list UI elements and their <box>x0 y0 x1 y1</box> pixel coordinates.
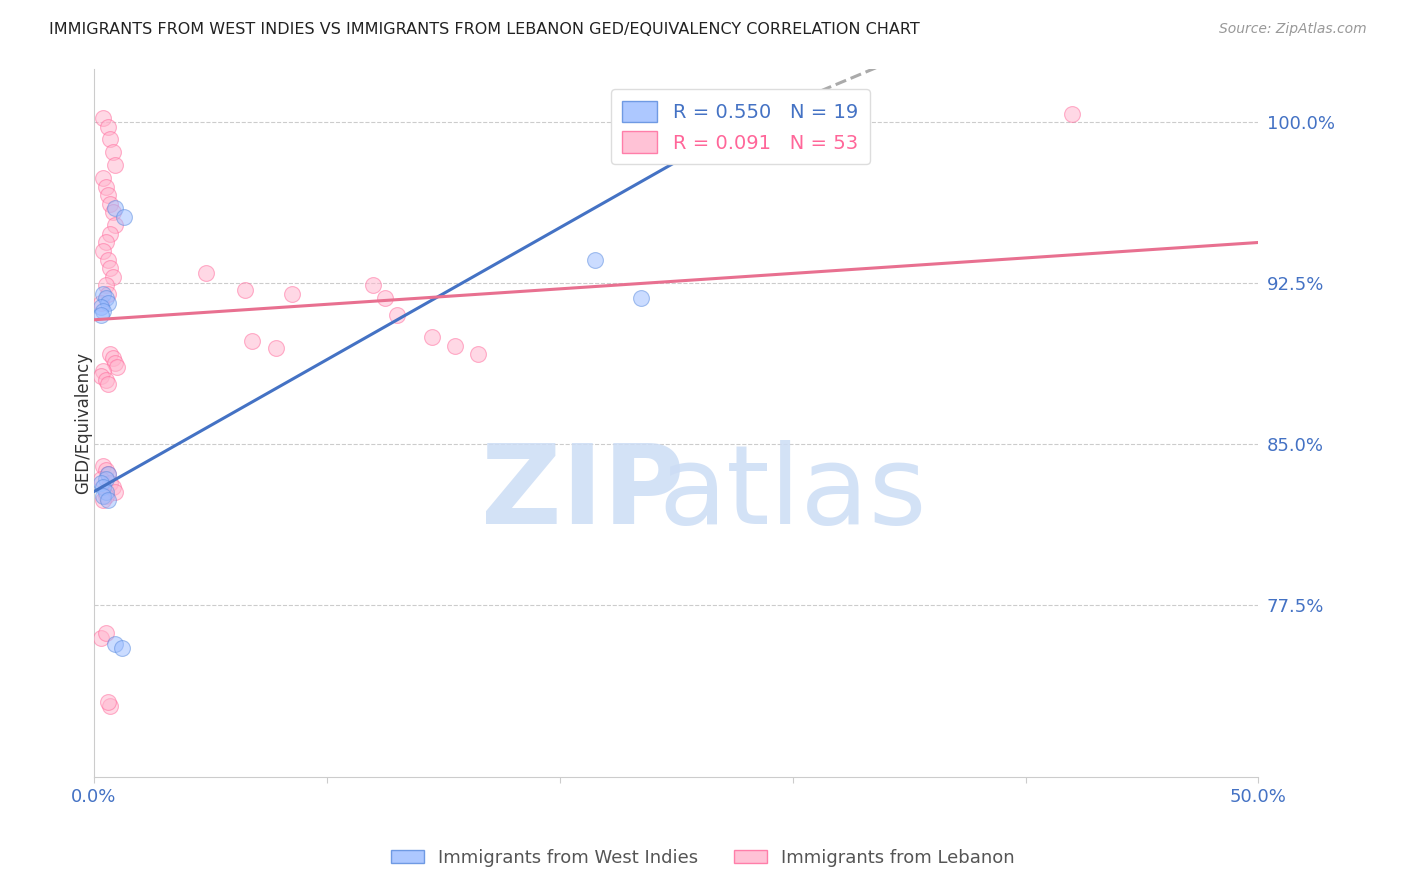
Point <box>97 188 120 202</box>
Point <box>104 356 127 370</box>
Point <box>233 283 256 297</box>
Point <box>97 695 120 709</box>
Point <box>91 458 114 473</box>
Point <box>97 295 120 310</box>
Point <box>104 219 127 233</box>
Point <box>420 330 443 344</box>
Point <box>583 252 606 267</box>
Point <box>94 373 117 387</box>
Point <box>98 132 121 146</box>
Point <box>91 171 114 186</box>
Point <box>94 235 117 250</box>
Point <box>98 699 121 714</box>
Point <box>90 309 112 323</box>
Point <box>101 351 124 366</box>
Point <box>94 472 117 486</box>
Point <box>90 300 112 314</box>
Point <box>104 158 127 172</box>
Point <box>91 287 114 301</box>
Point <box>98 261 121 276</box>
Point <box>467 347 489 361</box>
Point <box>101 480 124 494</box>
Point <box>264 341 287 355</box>
Point <box>91 111 114 125</box>
Point <box>112 210 135 224</box>
Text: atlas: atlas <box>658 441 927 547</box>
Point <box>444 338 467 352</box>
Point <box>94 484 117 499</box>
Point <box>105 359 128 374</box>
Point <box>98 196 121 211</box>
Y-axis label: GED/Equivalency: GED/Equivalency <box>75 351 91 494</box>
Point <box>90 631 112 645</box>
Point <box>97 252 120 267</box>
Point <box>97 377 120 392</box>
Point <box>281 287 304 301</box>
Point <box>98 347 121 361</box>
Point <box>94 179 117 194</box>
Point <box>98 227 121 241</box>
Point <box>111 641 134 656</box>
Point <box>94 278 117 293</box>
Point <box>91 304 114 318</box>
Point <box>90 368 112 383</box>
Legend: R = 0.550   N = 19, R = 0.091   N = 53: R = 0.550 N = 19, R = 0.091 N = 53 <box>610 89 870 164</box>
Point <box>194 266 217 280</box>
Point <box>97 467 120 482</box>
Point <box>98 475 121 490</box>
Text: ZIP: ZIP <box>481 441 685 547</box>
Point <box>90 295 112 310</box>
Point <box>1062 106 1084 120</box>
Point <box>90 472 112 486</box>
Point <box>101 269 124 284</box>
Point <box>363 278 385 293</box>
Point <box>104 637 127 651</box>
Point <box>101 205 124 219</box>
Point <box>94 291 117 305</box>
Point <box>97 467 120 482</box>
Point <box>101 145 124 160</box>
Point <box>385 309 408 323</box>
Point <box>630 291 652 305</box>
Point <box>91 364 114 378</box>
Text: Source: ZipAtlas.com: Source: ZipAtlas.com <box>1219 22 1367 37</box>
Legend: Immigrants from West Indies, Immigrants from Lebanon: Immigrants from West Indies, Immigrants … <box>384 842 1022 874</box>
Point <box>97 120 120 134</box>
Point <box>91 480 114 494</box>
Point <box>91 493 114 508</box>
Point <box>104 484 127 499</box>
Point <box>94 463 117 477</box>
Point <box>94 489 117 503</box>
Point <box>104 201 127 215</box>
Point <box>97 287 120 301</box>
Point <box>91 489 114 503</box>
Point <box>97 493 120 508</box>
Point <box>240 334 263 349</box>
Point <box>91 244 114 258</box>
Point <box>90 475 112 490</box>
Point <box>374 291 396 305</box>
Point <box>94 626 117 640</box>
Text: IMMIGRANTS FROM WEST INDIES VS IMMIGRANTS FROM LEBANON GED/EQUIVALENCY CORRELATI: IMMIGRANTS FROM WEST INDIES VS IMMIGRANT… <box>49 22 920 37</box>
